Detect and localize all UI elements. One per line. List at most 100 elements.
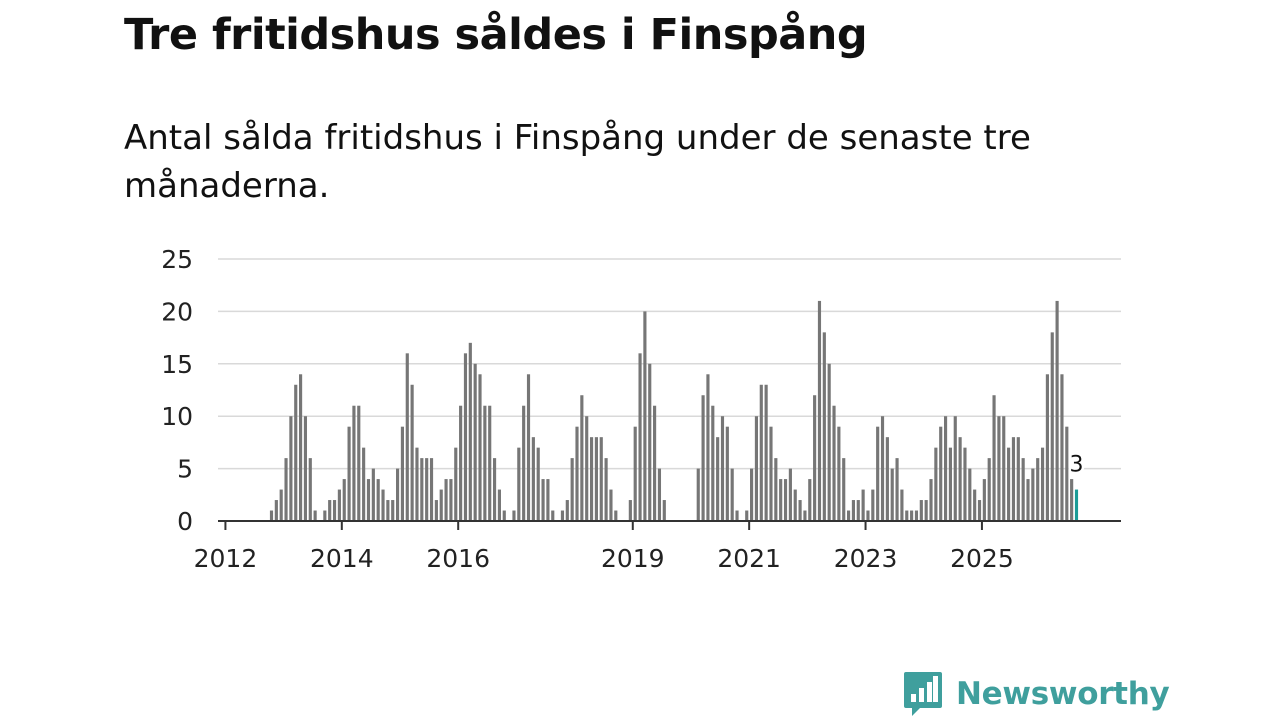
bar [929, 479, 933, 521]
bar [284, 458, 288, 521]
bar [866, 510, 870, 521]
bar [371, 468, 375, 521]
bar [963, 447, 967, 521]
bar [294, 384, 298, 521]
bar [832, 405, 836, 521]
bar [813, 395, 817, 521]
bar [837, 426, 841, 521]
bar [987, 458, 991, 521]
bar [425, 458, 429, 521]
bar [895, 458, 899, 521]
bar [720, 416, 725, 521]
bar [725, 426, 729, 521]
bar [1055, 300, 1059, 521]
bar [735, 510, 739, 521]
bar [808, 479, 812, 521]
bar [754, 416, 759, 521]
bar [900, 489, 904, 521]
bar [614, 510, 618, 521]
bar [551, 510, 555, 521]
bar [396, 468, 400, 521]
bar [847, 510, 851, 521]
bar [575, 426, 579, 521]
bar [536, 447, 540, 521]
newsworthy-logo[interactable]: Newsworthy [902, 670, 1170, 718]
bar [643, 311, 647, 521]
bar [701, 395, 705, 521]
bar [454, 447, 458, 521]
bar [788, 468, 792, 521]
bar [337, 489, 341, 521]
bar [711, 405, 715, 521]
bar [827, 363, 831, 521]
bar [468, 342, 472, 521]
bar [565, 500, 569, 521]
bar [851, 500, 855, 521]
bar [342, 479, 346, 521]
bar [861, 489, 865, 521]
bar [269, 510, 274, 521]
bar [1026, 479, 1030, 521]
x-tick-label: 2016 [426, 544, 490, 573]
brand-name: Newsworthy [956, 676, 1170, 712]
y-tick-label: 15 [161, 350, 193, 379]
chart-title: Tre fritidshus såldes i Finspång [124, 10, 868, 60]
bar [638, 353, 642, 521]
bar [910, 510, 914, 521]
bar [502, 510, 506, 521]
bar [1045, 374, 1049, 521]
bar [662, 500, 666, 521]
bar [1036, 458, 1040, 521]
bar [1050, 332, 1054, 521]
bar [759, 384, 763, 521]
bar [890, 468, 894, 521]
bar [745, 510, 749, 521]
bar [633, 426, 637, 521]
bar [997, 416, 1001, 521]
bar [953, 416, 957, 521]
bar [439, 489, 443, 521]
bar [526, 374, 531, 521]
bar [992, 395, 996, 521]
bar [323, 510, 327, 521]
bar [657, 468, 662, 521]
bar [444, 479, 448, 521]
bar [497, 489, 501, 521]
bar [386, 500, 390, 521]
bar [885, 437, 889, 521]
bar [517, 447, 521, 521]
bar [463, 353, 468, 521]
bar [594, 437, 598, 521]
bar [347, 426, 351, 521]
bar [750, 468, 754, 521]
bar [716, 437, 720, 521]
bar [958, 437, 962, 521]
bar [934, 447, 938, 521]
bars [269, 300, 1079, 521]
y-axis-tick-labels: 0 5 10 15 20 25 [161, 245, 193, 536]
newsworthy-chart-bubble-icon [904, 672, 942, 716]
bar [977, 500, 982, 521]
y-tick-label: 10 [161, 402, 193, 431]
bar [1040, 447, 1045, 521]
bar [352, 405, 356, 521]
bar [459, 405, 463, 521]
bar [449, 479, 453, 521]
bar [1021, 458, 1025, 521]
bar [478, 374, 482, 521]
x-tick-label: 2021 [717, 544, 781, 573]
bar [871, 489, 875, 521]
bar [585, 416, 589, 521]
bar [876, 426, 880, 521]
bar [803, 510, 807, 521]
bar [531, 437, 535, 521]
bar [769, 426, 773, 521]
y-tick-label: 5 [177, 455, 193, 484]
bar [332, 500, 337, 521]
bar [303, 416, 308, 521]
bar [604, 458, 608, 521]
bar [774, 458, 778, 521]
x-tick-label: 2019 [601, 544, 665, 573]
bar [308, 458, 312, 521]
bar [381, 489, 385, 521]
